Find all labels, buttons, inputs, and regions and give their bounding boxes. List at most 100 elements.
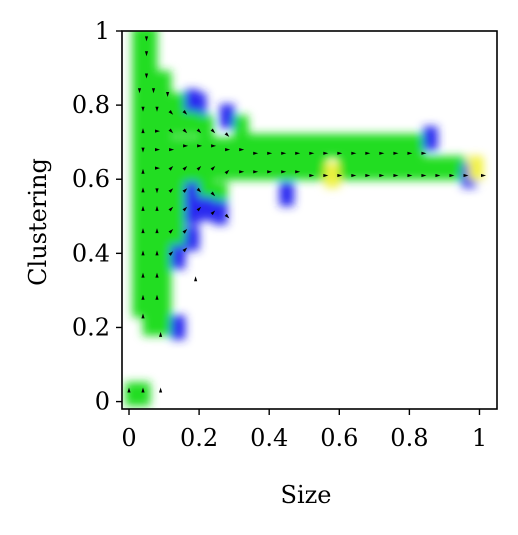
direction-arrow [141, 250, 145, 256]
direction-arrow [159, 387, 163, 393]
heatmap-cell [156, 70, 172, 95]
direction-arrow [225, 148, 231, 152]
direction-arrow [155, 129, 160, 133]
heatmap-cell [198, 159, 214, 184]
x-tick-label: 0.2 [180, 424, 218, 452]
heatmap-cell [240, 156, 256, 181]
direction-arrow [141, 313, 145, 319]
direction-arrow [169, 148, 175, 152]
x-tick-label: 1 [472, 424, 487, 452]
direction-arrow [365, 173, 371, 178]
heatmap-cell [142, 48, 158, 73]
direction-arrow [323, 173, 329, 178]
direction-arrow [155, 228, 159, 234]
heatmap-cell [142, 115, 158, 140]
heatmap-cell [170, 204, 186, 229]
heatmap-cell [142, 70, 158, 95]
heatmap-cell [156, 248, 172, 273]
direction-arrow [168, 229, 174, 234]
direction-arrow [239, 148, 245, 152]
y-tick-label: 0.6 [72, 165, 110, 193]
heatmap-cell [142, 248, 158, 273]
heatmap-cell [184, 159, 200, 184]
direction-arrow [155, 188, 159, 194]
heatmap-cell [156, 137, 172, 162]
heatmap-cell [184, 200, 200, 225]
direction-arrow [159, 331, 163, 337]
direction-arrows [127, 36, 486, 393]
heatmap-cell [142, 159, 158, 184]
direction-arrow [351, 151, 357, 155]
y-tick-label: 0.2 [72, 313, 110, 341]
direction-arrow [183, 144, 189, 148]
heatmap-cell [254, 133, 270, 158]
direction-arrow [155, 294, 159, 300]
direction-arrow [224, 132, 230, 137]
y-tick-label: 0 [95, 388, 110, 416]
heatmap-cell [395, 156, 410, 181]
direction-arrow [155, 250, 159, 256]
heatmap-cell [226, 137, 242, 162]
y-tick-label: 0.4 [72, 239, 110, 267]
direction-arrow [224, 169, 230, 175]
direction-arrow [393, 173, 399, 178]
direction-arrow [182, 110, 188, 115]
direction-arrow [182, 188, 188, 193]
heatmap-cell [198, 196, 214, 221]
heatmap-cell [156, 270, 172, 296]
direction-arrow [295, 170, 301, 174]
heatmap-cell [156, 115, 172, 140]
direction-arrow [144, 51, 149, 57]
direction-arrow [281, 151, 287, 155]
direction-arrow [182, 166, 188, 171]
direction-arrow [281, 170, 287, 174]
heatmap-cell [170, 137, 186, 162]
direction-arrow [267, 151, 273, 155]
direction-arrow [141, 205, 145, 211]
direction-arrow [137, 88, 142, 94]
direction-arrow [295, 151, 301, 155]
heatmap-cell [380, 133, 396, 158]
plot-frame [121, 30, 498, 410]
direction-arrow [421, 151, 427, 155]
direction-arrow [481, 173, 486, 178]
heatmap-cell [142, 137, 158, 162]
x-tick-label: 0 [121, 424, 136, 452]
heatmap-cell [142, 204, 158, 229]
heatmap-cell [142, 182, 158, 207]
heatmap-cell [184, 182, 200, 207]
heatmap-cell [170, 315, 186, 340]
heatmap-cell [212, 156, 228, 181]
heatmap-cell [296, 156, 312, 181]
direction-arrow [168, 110, 174, 115]
heatmap-cell [170, 111, 186, 136]
direction-arrow [351, 173, 357, 178]
direction-arrow [127, 387, 131, 393]
heatmap-cell [409, 156, 424, 181]
heatmap-cell [226, 156, 242, 181]
direction-arrow [182, 206, 188, 212]
direction-arrow [182, 229, 188, 234]
direction-arrow [449, 173, 455, 178]
heatmap-cell [191, 93, 207, 118]
heatmap-cell [366, 156, 382, 181]
heatmap-cell [310, 156, 326, 181]
x-axis-ticks: 0 0.2 0.4 0.6 0.8 1 [121, 409, 487, 452]
direction-arrow [168, 128, 174, 134]
heatmap-cell [198, 137, 214, 162]
direction-arrow [210, 191, 216, 197]
heatmap-cell [170, 159, 186, 184]
heatmap-cell [135, 382, 151, 407]
heatmap-cell [156, 293, 172, 318]
direction-arrow [224, 213, 230, 219]
heatmap-cell [198, 115, 214, 140]
direction-arrow [435, 173, 441, 178]
direction-arrow [141, 187, 145, 193]
heatmap-cell [380, 156, 396, 181]
direction-arrow [168, 166, 174, 171]
heatmap-cell [156, 311, 172, 336]
heatmap-cell [324, 133, 340, 158]
y-axis-label: Clustering [24, 158, 52, 286]
heatmap-cell [142, 270, 158, 296]
